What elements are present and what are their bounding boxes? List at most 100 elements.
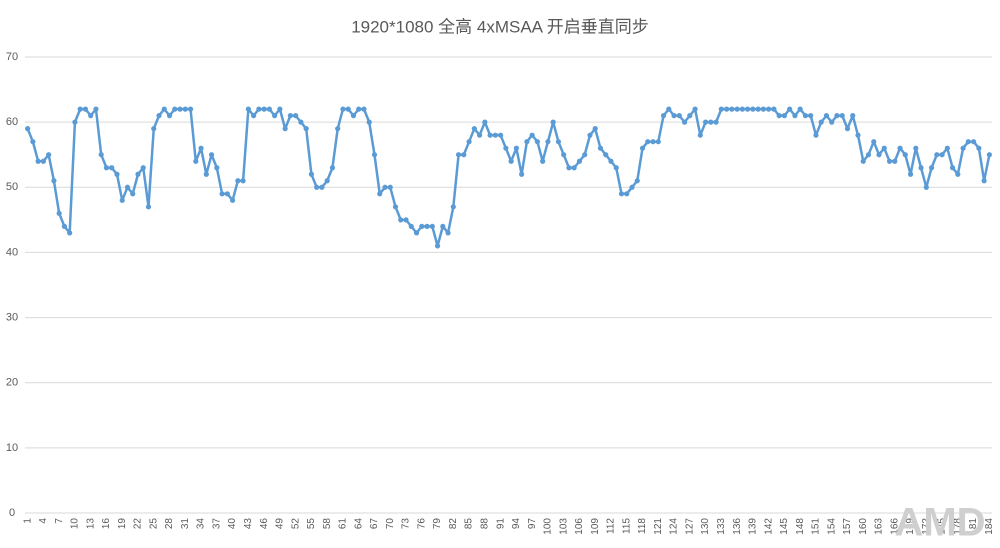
- marker: [571, 165, 577, 171]
- marker: [976, 145, 982, 151]
- marker: [582, 152, 588, 158]
- marker: [287, 113, 293, 119]
- marker: [629, 184, 635, 190]
- marker: [51, 178, 57, 184]
- marker: [540, 158, 546, 164]
- marker: [203, 171, 209, 177]
- marker: [597, 145, 604, 151]
- x-tick-label: 151: [811, 518, 822, 535]
- marker: [592, 126, 598, 132]
- marker: [555, 139, 562, 145]
- marker: [508, 158, 514, 164]
- marker: [608, 158, 614, 164]
- marker: [934, 152, 940, 158]
- x-tick-label: 130: [700, 518, 711, 535]
- marker: [119, 197, 125, 203]
- marker: [124, 184, 131, 190]
- x-tick-label: 7: [54, 518, 65, 524]
- marker: [219, 191, 225, 197]
- marker: [303, 126, 309, 132]
- x-tick-label: 52: [290, 518, 301, 530]
- marker: [229, 197, 236, 203]
- marker: [839, 113, 845, 119]
- marker: [860, 158, 866, 164]
- marker: [282, 126, 288, 132]
- marker: [67, 230, 73, 236]
- marker: [261, 106, 267, 112]
- marker: [681, 119, 688, 125]
- x-tick-label: 100: [543, 518, 554, 535]
- x-tick-label: 184: [984, 518, 995, 535]
- x-tick-label: 166: [889, 518, 900, 535]
- marker: [482, 119, 488, 125]
- marker: [403, 217, 409, 223]
- x-tick-label: 34: [196, 518, 207, 530]
- marker: [187, 106, 194, 112]
- y-tick-label: 40: [6, 246, 18, 258]
- marker: [319, 184, 325, 190]
- marker: [46, 152, 52, 158]
- marker: [529, 132, 535, 138]
- marker: [298, 119, 304, 125]
- x-tick-label: 40: [227, 518, 238, 530]
- marker: [844, 126, 851, 132]
- marker: [88, 113, 94, 119]
- marker: [603, 152, 609, 158]
- marker: [729, 106, 735, 112]
- marker: [251, 113, 257, 119]
- marker: [802, 113, 809, 119]
- x-tick-label: 64: [353, 518, 364, 530]
- marker: [35, 158, 41, 164]
- marker: [666, 106, 672, 112]
- marker: [413, 230, 420, 236]
- marker: [907, 171, 914, 177]
- x-tick-label: 88: [479, 518, 490, 530]
- marker: [676, 113, 682, 119]
- x-tick-label: 85: [464, 518, 475, 530]
- marker: [266, 106, 272, 112]
- marker: [655, 139, 661, 145]
- marker: [813, 132, 819, 138]
- marker: [639, 145, 646, 151]
- marker: [235, 178, 241, 184]
- marker: [781, 113, 788, 119]
- marker: [256, 106, 262, 112]
- x-tick-label: 178: [952, 518, 963, 535]
- y-tick-label: 20: [6, 377, 18, 389]
- marker: [387, 184, 393, 190]
- marker: [645, 139, 651, 145]
- marker: [182, 106, 188, 112]
- marker: [77, 106, 83, 112]
- marker: [760, 106, 766, 112]
- x-tick-label: 58: [322, 518, 333, 530]
- marker: [198, 145, 204, 151]
- x-tick-label: 148: [795, 518, 806, 535]
- marker: [797, 106, 803, 112]
- marker: [161, 106, 167, 112]
- marker: [960, 145, 966, 151]
- marker: [708, 119, 714, 125]
- x-tick-label: 172: [921, 518, 932, 535]
- marker: [308, 171, 315, 177]
- x-tick-label: 118: [637, 518, 648, 534]
- marker: [193, 158, 199, 164]
- marker: [329, 165, 336, 171]
- marker: [72, 119, 78, 125]
- marker: [513, 145, 519, 151]
- line: [26, 107, 991, 248]
- x-tick-label: 157: [842, 518, 853, 535]
- x-tick-label: 124: [669, 518, 680, 535]
- marker: [971, 139, 977, 145]
- marker: [755, 106, 761, 112]
- marker: [25, 126, 31, 132]
- marker: [471, 126, 477, 132]
- x-tick-label: 79: [432, 518, 443, 530]
- marker: [776, 113, 782, 119]
- marker: [366, 119, 372, 125]
- x-tick-label: 145: [779, 518, 790, 535]
- marker: [618, 191, 625, 197]
- marker: [345, 106, 351, 112]
- y-tick-label: 70: [6, 51, 18, 63]
- y-tick-label: 10: [6, 442, 18, 454]
- marker: [955, 171, 961, 177]
